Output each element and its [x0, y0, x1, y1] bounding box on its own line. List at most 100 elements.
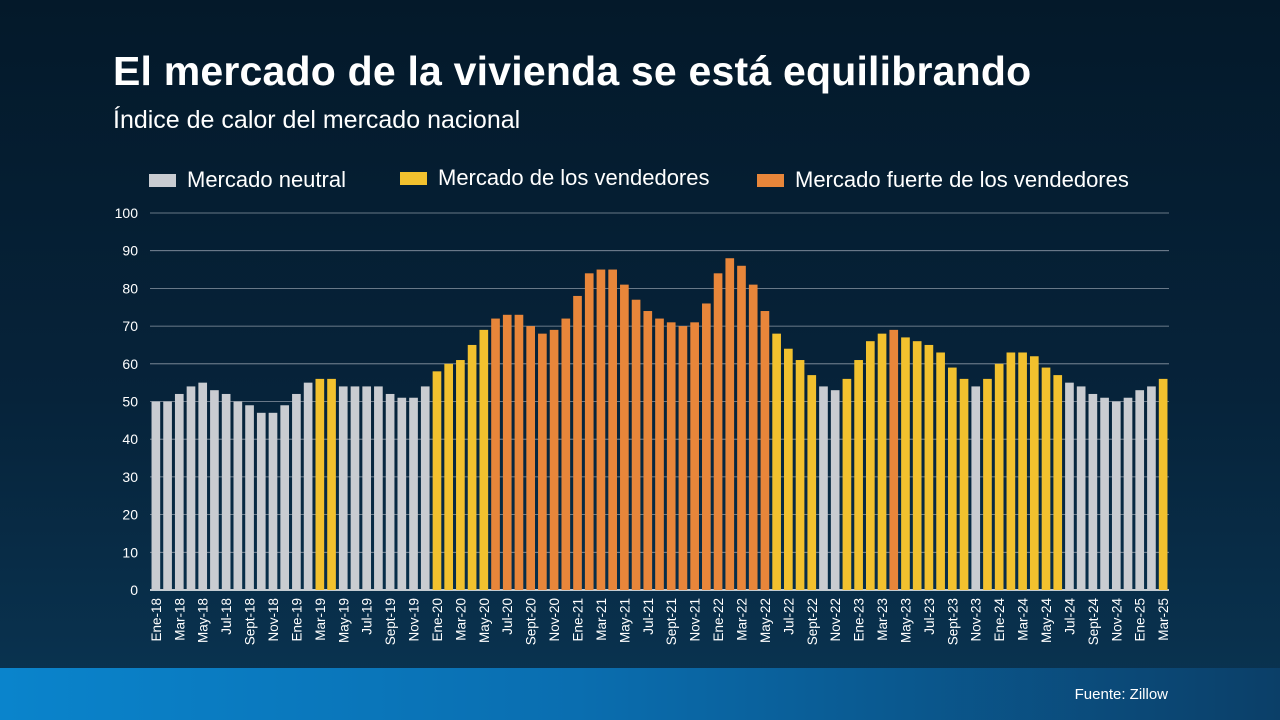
x-tick-label: Ene-23: [852, 598, 867, 642]
x-tick-label: Ene-21: [571, 598, 586, 642]
bar-neutral: [420, 386, 430, 590]
bar-strong: [526, 326, 535, 590]
bar-strong: [584, 273, 594, 590]
y-tick-label: 50: [122, 394, 138, 410]
bar-strong: [643, 311, 653, 590]
x-tick-label: Sept-21: [664, 598, 679, 645]
bar-neutral: [303, 382, 313, 590]
bar-sellers: [772, 333, 781, 590]
bar-sellers: [432, 371, 442, 590]
source-note: Fuente: Zillow: [1074, 686, 1168, 703]
x-tick-label: May-19: [336, 598, 351, 643]
bar-strong: [889, 329, 899, 590]
bar-neutral: [280, 405, 290, 590]
bar-sellers: [994, 363, 1004, 590]
bar-neutral: [338, 386, 348, 590]
bar-neutral: [292, 393, 301, 590]
bar-neutral: [830, 390, 840, 590]
y-tick-label: 0: [130, 582, 138, 598]
chart-title: El mercado de la vivienda se está equili…: [113, 48, 1032, 94]
legend-item-sellers: Mercado de los vendedores: [400, 164, 710, 192]
bar-neutral: [210, 390, 219, 590]
bar-strong: [760, 311, 770, 590]
bar-neutral: [362, 386, 372, 590]
x-tick-label: Nov-20: [547, 598, 562, 642]
bar-sellers: [877, 333, 887, 590]
x-tick-label: Mar-19: [313, 598, 328, 641]
x-tick-label: Mar-23: [875, 598, 890, 641]
bar-sellers: [807, 375, 817, 590]
bar-neutral: [1123, 397, 1133, 590]
x-tick-label: Jul-22: [781, 598, 796, 635]
bar-sellers: [1158, 378, 1168, 590]
bar-neutral: [971, 386, 981, 590]
bar-sellers: [444, 363, 454, 590]
bar-sellers: [1053, 375, 1063, 590]
bar-strong: [596, 269, 606, 590]
x-tick-label: Mar-21: [594, 598, 609, 641]
x-tick-label: Jul-24: [1062, 598, 1077, 635]
bar-neutral: [819, 386, 828, 590]
x-tick-label: Sept-18: [243, 598, 258, 645]
bar-strong: [538, 333, 547, 590]
x-tick-label: Mar-20: [453, 598, 468, 641]
x-tick-label: Mar-18: [172, 598, 187, 641]
bar-strong: [608, 269, 617, 590]
bar-chart: 0 10 20 30 40 50 60 70 80 90 100 Ene-18 Mar-18 May-18…: [122, 212, 1169, 645]
legend-label-sellers: Mercado de los vendedores: [438, 165, 710, 190]
legend-swatch-sellers: [400, 171, 427, 185]
bar-neutral: [186, 386, 196, 590]
bar-sellers: [1029, 356, 1039, 590]
bar-neutral: [198, 382, 208, 590]
y-tick-label: 30: [122, 469, 138, 485]
bar-strong: [502, 314, 512, 590]
bar-strong: [690, 322, 699, 590]
bar-sellers: [315, 378, 325, 590]
bar-strong: [702, 303, 711, 590]
bar-sellers: [865, 341, 875, 590]
bar-strong: [748, 284, 758, 590]
bar-strong: [666, 322, 676, 590]
bar-strong: [514, 314, 524, 590]
bar-sellers: [479, 329, 489, 590]
bar-strong: [561, 318, 571, 590]
bar-strong: [631, 299, 641, 590]
legend-swatch-strong: [757, 173, 784, 187]
y-tick-label: 60: [122, 356, 138, 372]
bar-sellers: [1018, 352, 1027, 590]
bar-neutral: [233, 401, 243, 590]
x-tick-label: Ene-22: [711, 598, 726, 642]
x-tick-label: May-24: [1039, 598, 1054, 644]
x-tick-label: Jul-23: [922, 598, 937, 635]
y-tick-label: 10: [122, 544, 138, 560]
bar-neutral: [1111, 401, 1121, 590]
x-tick-label: Mar-22: [734, 598, 749, 641]
x-tick-label: Nov-18: [266, 598, 281, 642]
bar-sellers: [947, 367, 957, 590]
bar-neutral: [1065, 382, 1074, 590]
bar-neutral: [1135, 390, 1145, 590]
legend-swatch-neutral: [149, 173, 176, 187]
x-tick-label: Ene-19: [289, 598, 304, 642]
legend-label-strong: Mercado fuerte de los vendedores: [795, 167, 1129, 192]
bar-neutral: [350, 386, 360, 590]
x-tick-label: Ene-25: [1133, 598, 1148, 642]
y-tick-label: 80: [122, 280, 138, 296]
x-tick-label: Mar-24: [1016, 598, 1031, 641]
bar-neutral: [245, 405, 254, 590]
bars-layer: [151, 258, 1168, 590]
bar-neutral: [163, 401, 172, 590]
bar-strong: [620, 284, 629, 590]
x-tick-label: Jul-19: [360, 598, 375, 635]
bar-sellers: [912, 341, 922, 590]
bar-sellers: [901, 337, 910, 590]
y-tick-label: 90: [122, 243, 138, 259]
y-tick-label: 40: [122, 431, 138, 447]
legend-item-strong: Mercado fuerte de los vendedores: [757, 166, 1129, 194]
bar-sellers: [1041, 367, 1051, 590]
x-tick-label: May-18: [196, 598, 211, 643]
bar-neutral: [385, 393, 395, 590]
y-tick-label: 70: [122, 318, 138, 334]
bar-strong: [655, 318, 664, 590]
bar-neutral: [1100, 397, 1109, 590]
